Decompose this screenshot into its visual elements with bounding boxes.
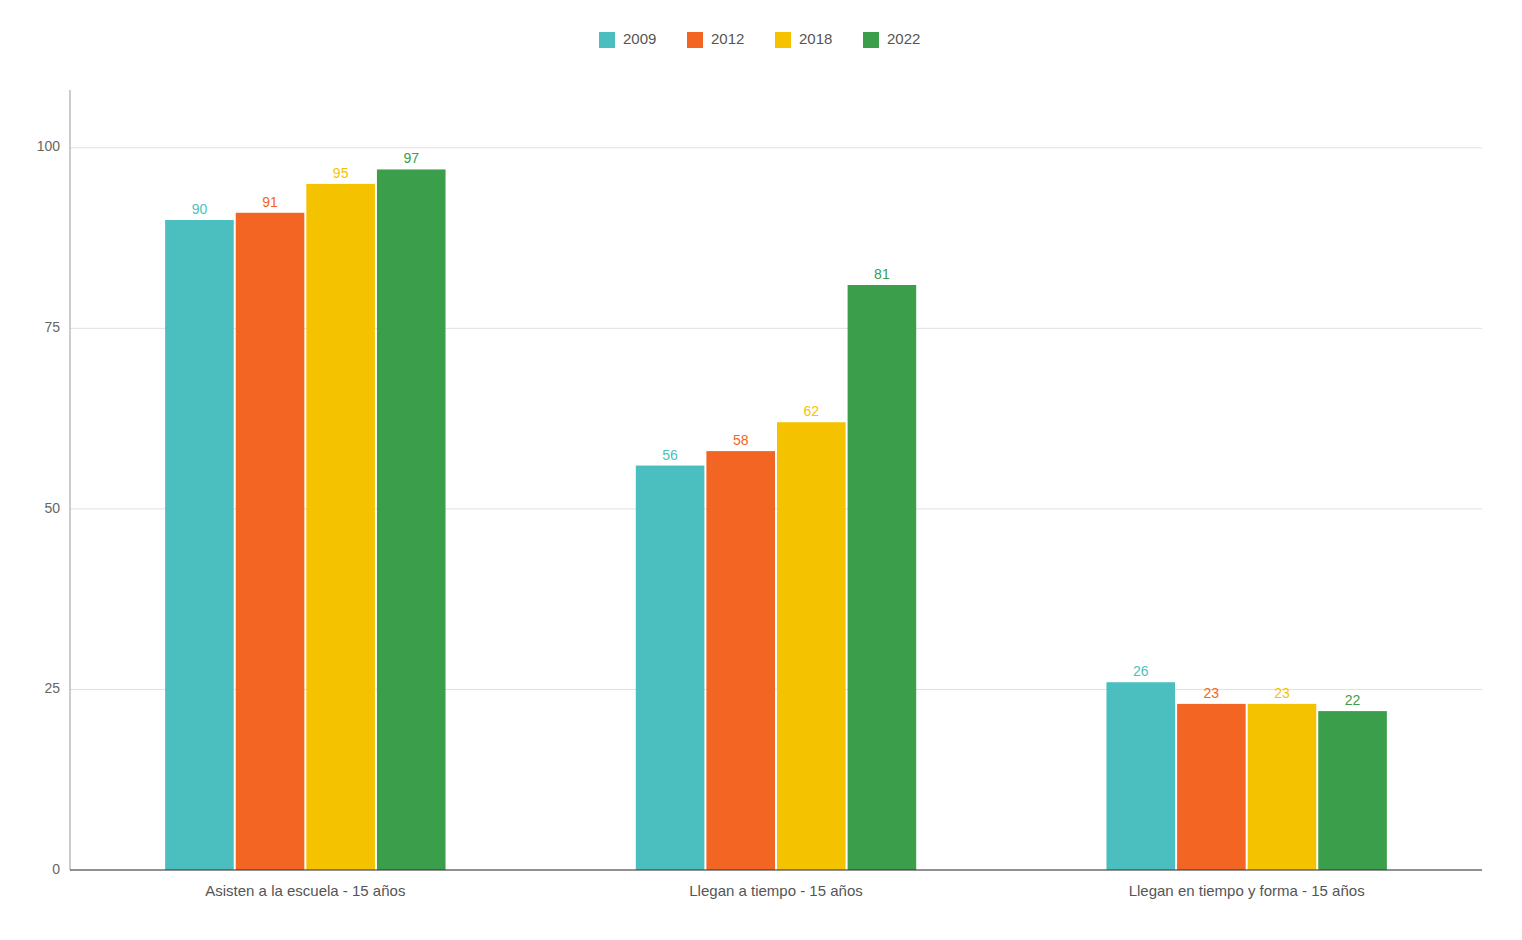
legend-swatch [599,32,615,48]
grid-line [70,870,1482,871]
data-label: 26 [1133,663,1149,679]
bar [236,213,305,870]
data-labels: 90 56 26 91 58 23 95 62 23 97 81 22 [192,150,1361,708]
legend-label: 2022 [887,30,920,47]
bar [636,466,705,870]
bar [165,220,234,870]
y-axis: 0 25 50 75 100 [37,90,70,877]
grid-line [70,147,1482,148]
bar [377,169,446,870]
bar [1177,704,1246,870]
data-label: 23 [1204,685,1220,701]
data-label: 90 [192,201,208,217]
grid [70,148,1482,870]
x-tick-label: Asisten a la escuela - 15 años [205,882,405,899]
bar [1106,682,1175,870]
x-tick-label: Llegan a tiempo - 15 años [689,882,862,899]
legend-label: 2012 [711,30,744,47]
chart-svg: 0 25 50 75 100 90 56 26 91 58 23 95 62 23 97 81 22 Asiste… [0,0,1522,940]
chart-container: 0 25 50 75 100 90 56 26 91 58 23 95 62 23 97 81 22 Asiste… [0,0,1522,940]
data-label: 95 [333,165,349,181]
bar [1248,704,1317,870]
legend-swatch [863,32,879,48]
bar [1318,711,1387,870]
page: {"chart_data": {"type": "bar", "categori… [0,0,1522,940]
data-label: 22 [1345,692,1361,708]
legend-swatch [775,32,791,48]
data-label: 91 [262,194,278,210]
y-tick-label: 100 [37,138,61,154]
data-label: 23 [1274,685,1290,701]
legend-label: 2009 [623,30,656,47]
data-label: 58 [733,432,749,448]
legend-label: 2018 [799,30,832,47]
data-label: 81 [874,266,890,282]
y-tick-label: 75 [44,319,60,335]
data-label: 56 [662,447,678,463]
y-axis-line [70,90,71,870]
y-tick-label: 25 [44,680,60,696]
data-label: 97 [403,150,419,166]
legend-swatch [687,32,703,48]
y-tick-label: 50 [44,500,60,516]
x-axis: Asisten a la escuela - 15 años Llegan a t… [70,870,1482,899]
bars [165,169,1387,870]
legend: 2009 2012 2018 2022 [599,30,920,48]
bar [777,422,846,870]
bar [706,451,775,870]
x-tick-label: Llegan en tiempo y forma - 15 años [1129,882,1365,899]
data-label: 62 [804,403,820,419]
x-axis-line [70,869,1482,870]
y-tick-label: 0 [52,861,60,877]
bar [306,184,375,870]
bar [848,285,917,870]
